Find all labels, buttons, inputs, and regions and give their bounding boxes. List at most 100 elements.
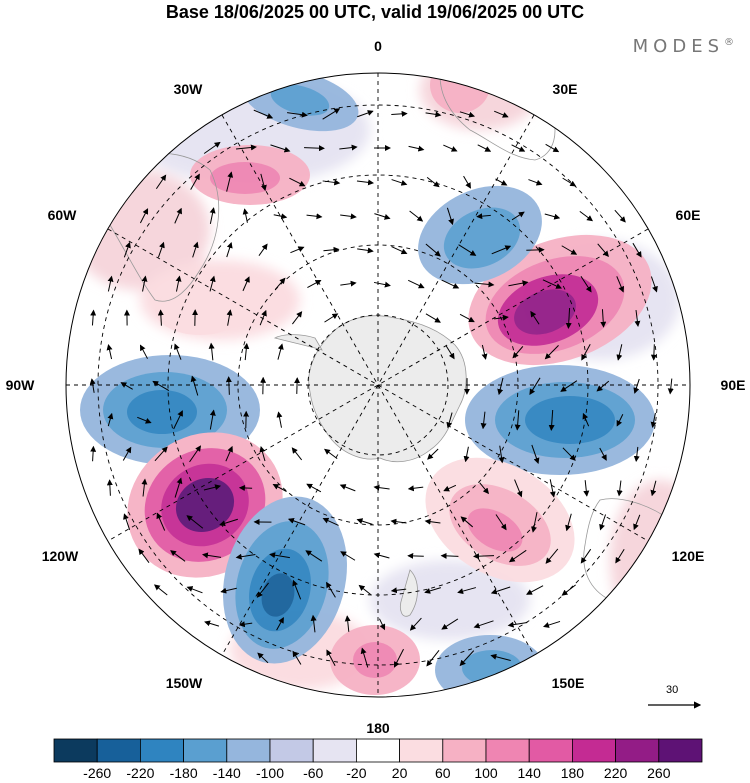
wind-arrow bbox=[243, 342, 250, 361]
wind-arrow bbox=[512, 346, 524, 359]
wind-arrow bbox=[276, 411, 283, 428]
wind-arrow bbox=[242, 276, 250, 292]
wind-arrow bbox=[579, 210, 594, 222]
wind-arrow bbox=[463, 175, 471, 189]
wind-arrow bbox=[565, 307, 572, 329]
colorbar-tick-label: -140 bbox=[212, 765, 241, 781]
colorbar-tick-label: 60 bbox=[435, 765, 451, 781]
colorbar-swatch bbox=[658, 738, 703, 763]
wind-arrow bbox=[322, 517, 339, 526]
wind-arrow bbox=[514, 479, 523, 498]
colorbar-swatch bbox=[96, 738, 141, 763]
wind-arrow bbox=[409, 617, 422, 631]
wind-arrow bbox=[497, 377, 504, 396]
field-layer bbox=[66, 73, 690, 697]
wind-arrow bbox=[360, 647, 369, 668]
wind-arrow bbox=[277, 343, 284, 360]
wind-arrow bbox=[494, 110, 509, 118]
wind-arrow bbox=[616, 480, 623, 497]
wind-arrow bbox=[226, 171, 234, 192]
wind-arrow bbox=[494, 314, 509, 321]
wind-arrow bbox=[440, 552, 459, 559]
reference-vector-label: 30 bbox=[666, 684, 679, 696]
wind-arrow bbox=[106, 479, 113, 496]
wind-arrow bbox=[357, 247, 374, 254]
wind-arrow bbox=[122, 446, 132, 461]
wind-arrow bbox=[242, 208, 249, 223]
lon-label-60w: 60W bbox=[48, 207, 78, 223]
wind-arrow bbox=[357, 110, 374, 118]
wind-arrow bbox=[189, 445, 202, 463]
wind-arrow bbox=[186, 586, 203, 594]
wind-arrow bbox=[356, 518, 373, 525]
wind-arrow bbox=[526, 246, 545, 253]
wind-arrow bbox=[600, 309, 607, 328]
wind-arrow bbox=[203, 484, 222, 491]
wind-arrow bbox=[259, 446, 266, 462]
wind-arrow bbox=[374, 213, 391, 220]
wind-arrow bbox=[514, 410, 521, 431]
wind-arrow bbox=[322, 108, 341, 120]
wind-arrow bbox=[474, 281, 495, 288]
wind-arrow bbox=[490, 653, 511, 661]
wind-arrow bbox=[157, 309, 164, 326]
wind-arrow bbox=[344, 615, 351, 632]
colorbar-tick-label: 20 bbox=[391, 765, 408, 781]
wind-arrow bbox=[459, 111, 476, 118]
wind-arrow bbox=[204, 620, 220, 627]
wind-arrow bbox=[580, 276, 592, 293]
wind-arrow bbox=[153, 584, 168, 596]
wind-arrow bbox=[138, 548, 150, 563]
wind-arrow bbox=[306, 213, 323, 220]
wind-arrow bbox=[473, 620, 494, 629]
wind-arrow bbox=[259, 309, 267, 326]
wind-arrow bbox=[203, 141, 221, 154]
wind-arrow bbox=[480, 411, 487, 430]
graticule bbox=[66, 73, 690, 697]
wind-arrow bbox=[291, 311, 303, 325]
wind-arrow bbox=[425, 313, 441, 323]
wind-arrow bbox=[529, 377, 541, 396]
wind-vectors bbox=[89, 108, 674, 668]
wind-arrow bbox=[287, 111, 308, 118]
wind-arrow bbox=[304, 145, 325, 152]
wind-arrow bbox=[305, 550, 323, 562]
wind-arrow bbox=[650, 480, 657, 497]
wind-arrow bbox=[441, 618, 459, 630]
map-title: Base 18/06/2025 00 UTC, valid 19/06/2025… bbox=[165, 2, 585, 22]
colorbar-tick-label: 220 bbox=[603, 765, 628, 781]
wind-arrow bbox=[599, 447, 607, 461]
wind-arrow bbox=[427, 448, 439, 460]
wind-arrow bbox=[373, 552, 390, 559]
wind-arrow bbox=[531, 444, 540, 465]
wind-arrow bbox=[477, 144, 492, 152]
wind-arrow bbox=[632, 242, 642, 258]
wind-arrow bbox=[530, 310, 540, 325]
wind-arrow bbox=[340, 280, 357, 287]
wind-arrow bbox=[141, 275, 148, 292]
wind-arrow bbox=[597, 243, 609, 257]
wind-arrow bbox=[358, 584, 371, 595]
wind-arrow bbox=[443, 484, 457, 492]
wind-arrow bbox=[123, 241, 131, 258]
wind-arrow bbox=[426, 176, 440, 188]
wind-arrow bbox=[561, 584, 576, 596]
colorbar-tick-label: -260 bbox=[83, 765, 112, 781]
wind-arrow bbox=[561, 245, 578, 255]
wind-arrow bbox=[495, 178, 508, 186]
wind-arrow bbox=[238, 621, 253, 628]
wind-arrow bbox=[190, 375, 199, 396]
wind-arrow bbox=[459, 650, 475, 667]
wind-arrow bbox=[292, 579, 302, 600]
wind-arrow bbox=[407, 485, 424, 492]
lon-label-0: 0 bbox=[374, 38, 382, 54]
lon-label-90w: 90W bbox=[6, 377, 36, 393]
wind-arrow bbox=[560, 380, 578, 392]
colorbar-swatch bbox=[615, 738, 660, 763]
wind-arrow bbox=[463, 446, 470, 463]
wind-arrow bbox=[616, 276, 625, 293]
wind-arrow bbox=[426, 650, 440, 667]
wind-arrow bbox=[89, 378, 96, 393]
wind-arrow bbox=[528, 179, 543, 186]
